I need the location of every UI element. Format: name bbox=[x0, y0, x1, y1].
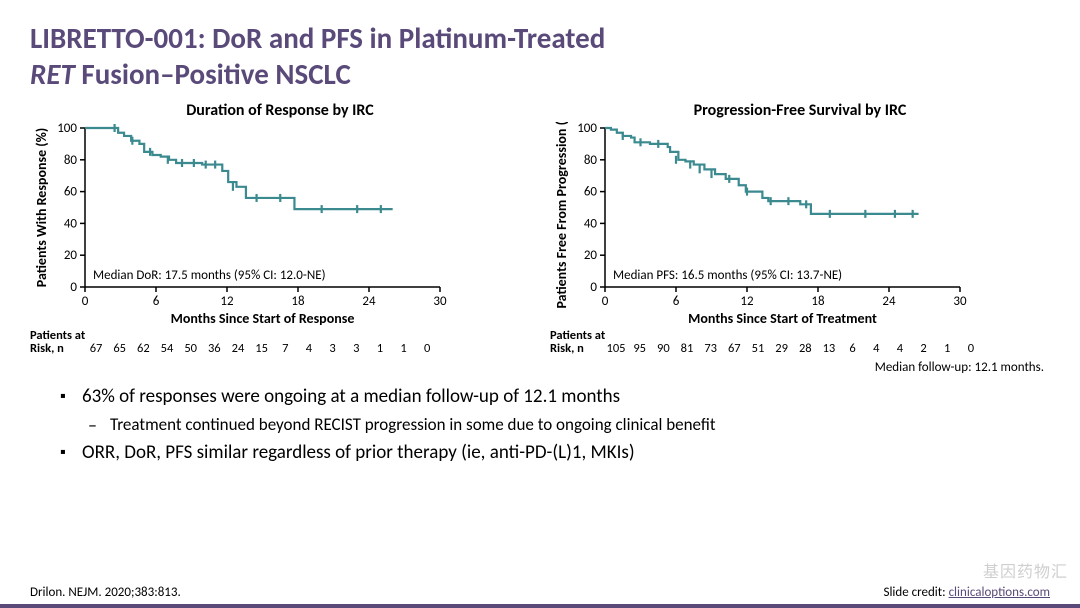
svg-text:24: 24 bbox=[362, 294, 376, 309]
risk-nums-right: 105959081736751292813644210 bbox=[604, 341, 983, 356]
svg-text:30: 30 bbox=[433, 294, 447, 309]
svg-text:40: 40 bbox=[584, 216, 598, 231]
svg-text:20: 20 bbox=[64, 248, 78, 263]
svg-text:12: 12 bbox=[220, 294, 234, 309]
bullet-2: ORR, DoR, PFS similar regardless of prio… bbox=[60, 441, 1050, 464]
bullet-list: 63% of responses were ongoing at a media… bbox=[30, 385, 1050, 464]
svg-text:6: 6 bbox=[673, 294, 680, 309]
svg-text:Patients Free From Progression: Patients Free From Progression (%) bbox=[553, 122, 570, 309]
title-line-1: LIBRETTO-001: DoR and PFS in Platinum-Tr… bbox=[30, 20, 1050, 56]
svg-text:Months Since Start of Treatmen: Months Since Start of Treatment bbox=[688, 310, 877, 327]
svg-text:30: 30 bbox=[953, 294, 967, 309]
svg-text:Median PFS: 16.5 months (95% C: Median PFS: 16.5 months (95% CI: 13.7-NE… bbox=[613, 268, 842, 283]
sub-bullet-list: Treatment continued beyond RECIST progre… bbox=[60, 414, 1050, 435]
charts-row: Duration of Response by IRC 020406080100… bbox=[30, 101, 1050, 357]
bullet-1-sub: Treatment continued beyond RECIST progre… bbox=[88, 414, 1050, 435]
svg-text:6: 6 bbox=[153, 294, 160, 309]
title-ital: RET bbox=[30, 56, 75, 92]
chart-right: Progression-Free Survival by IRC 0204060… bbox=[550, 101, 1050, 357]
risk-nums-left: 67656254503624157433110 bbox=[84, 341, 439, 356]
bullet-1: 63% of responses were ongoing at a media… bbox=[60, 385, 1050, 408]
svg-text:18: 18 bbox=[291, 294, 305, 309]
svg-text:0: 0 bbox=[82, 294, 89, 309]
bottom-bar bbox=[0, 604, 1080, 608]
credit-link[interactable]: clinicaloptions.com bbox=[949, 585, 1050, 600]
svg-text:100: 100 bbox=[577, 122, 597, 136]
watermark: 基因药物汇 bbox=[983, 558, 1068, 582]
svg-text:80: 80 bbox=[584, 152, 598, 167]
svg-text:60: 60 bbox=[64, 184, 78, 199]
svg-text:Median DoR: 17.5 months (95% C: Median DoR: 17.5 months (95% CI: 12.0-NE… bbox=[93, 268, 326, 283]
svg-text:100: 100 bbox=[57, 122, 77, 136]
risk-label-right: Patients at Risk, n bbox=[550, 329, 605, 357]
chart-left-plot: 0 20 40 60 80 100 0 6 12 18 24 30 Patients With Resp… bbox=[30, 122, 530, 327]
svg-text:12: 12 bbox=[740, 294, 754, 309]
svg-text:80: 80 bbox=[64, 152, 78, 167]
svg-text:0: 0 bbox=[602, 294, 609, 309]
risk-row-right: Patients at Risk, n 10595908173675129281… bbox=[550, 329, 1050, 357]
chart-left: Duration of Response by IRC 020406080100… bbox=[30, 101, 530, 357]
svg-text:Months Since Start of Response: Months Since Start of Response bbox=[171, 310, 355, 327]
svg-text:0: 0 bbox=[70, 280, 77, 295]
chart-left-title: Duration of Response by IRC bbox=[30, 101, 530, 120]
svg-text:24: 24 bbox=[882, 294, 896, 309]
title-rest: Fusion–Positive NSCLC bbox=[75, 56, 351, 92]
chart-right-title: Progression-Free Survival by IRC bbox=[550, 101, 1050, 120]
slide-footer: Drilon. NEJM. 2020;383:813. Slide credit… bbox=[30, 585, 1050, 600]
chart-right-plot: 0 20 40 60 80 100 0 6 12 18 24 30 Patients Free From… bbox=[550, 122, 1050, 327]
footer-ref: Drilon. NEJM. 2020;383:813. bbox=[30, 585, 181, 600]
slide-title: LIBRETTO-001: DoR and PFS in Platinum-Tr… bbox=[30, 20, 1050, 93]
risk-row-left: Patients at Risk, n 67656254503624157433… bbox=[30, 329, 530, 357]
svg-text:40: 40 bbox=[64, 216, 78, 231]
svg-text:Patients With Response (%): Patients With Response (%) bbox=[33, 127, 50, 286]
title-line-2: RET Fusion–Positive NSCLC bbox=[30, 56, 1050, 92]
svg-text:60: 60 bbox=[584, 184, 598, 199]
footer-credit: Slide credit: clinicaloptions.com bbox=[883, 585, 1050, 600]
svg-text:18: 18 bbox=[811, 294, 825, 309]
followup-note: Median follow-up: 12.1 months. bbox=[30, 360, 1050, 375]
svg-text:20: 20 bbox=[584, 248, 598, 263]
svg-text:0: 0 bbox=[590, 280, 597, 295]
risk-label-left: Patients at Risk, n bbox=[30, 329, 85, 357]
